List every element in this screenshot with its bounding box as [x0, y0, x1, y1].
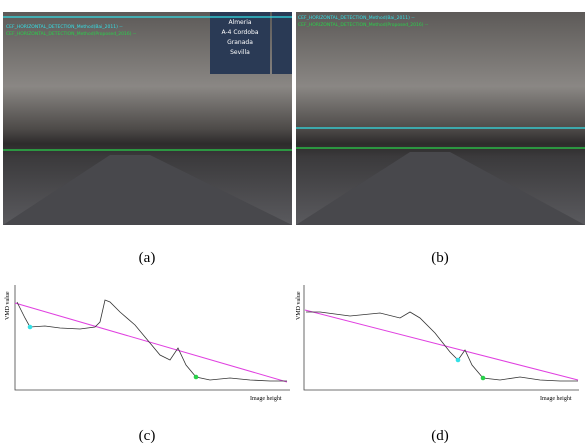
photo-b: CEF_HORIZONTAL_DETECTION_Method(Bai_2011… [296, 12, 585, 225]
x-axis-label: Image height [250, 396, 282, 402]
plot-c: VMD value Image height [5, 285, 290, 402]
overlay-label: CEF_HORIZONTAL_DETECTION_Method(Bai_2011… [6, 24, 123, 30]
y-axis-label: VMD value [5, 291, 11, 320]
y-axis-label: VMD value [296, 291, 302, 320]
figure: Almeria A-4 Cordoba Granada Sevilla CEF_… [0, 0, 585, 446]
photo-a: Almeria A-4 Cordoba Granada Sevilla CEF_… [3, 12, 292, 225]
overlay-label: CEF_HORIZONTAL_DETECTION_Method(Bai_2011… [298, 15, 415, 21]
caption: (c) [139, 428, 156, 444]
caption: (d) [431, 428, 449, 444]
sign-text: A-4 Cordoba [221, 29, 258, 36]
plot-d: VMD value Image height [296, 285, 579, 402]
caption: (b) [431, 250, 449, 266]
overlay-label: CEF_HORIZONTAL_DETECTION_Method(Proposed… [6, 31, 137, 37]
overlay-label: CEF_HORIZONTAL_DETECTION_Method(Proposed… [298, 22, 429, 28]
sign-text: Almeria [228, 19, 251, 26]
sign-text: Sevilla [230, 49, 250, 56]
sign-text: Granada [227, 39, 253, 46]
caption: (a) [139, 250, 156, 266]
x-axis-label: Image height [540, 396, 572, 402]
